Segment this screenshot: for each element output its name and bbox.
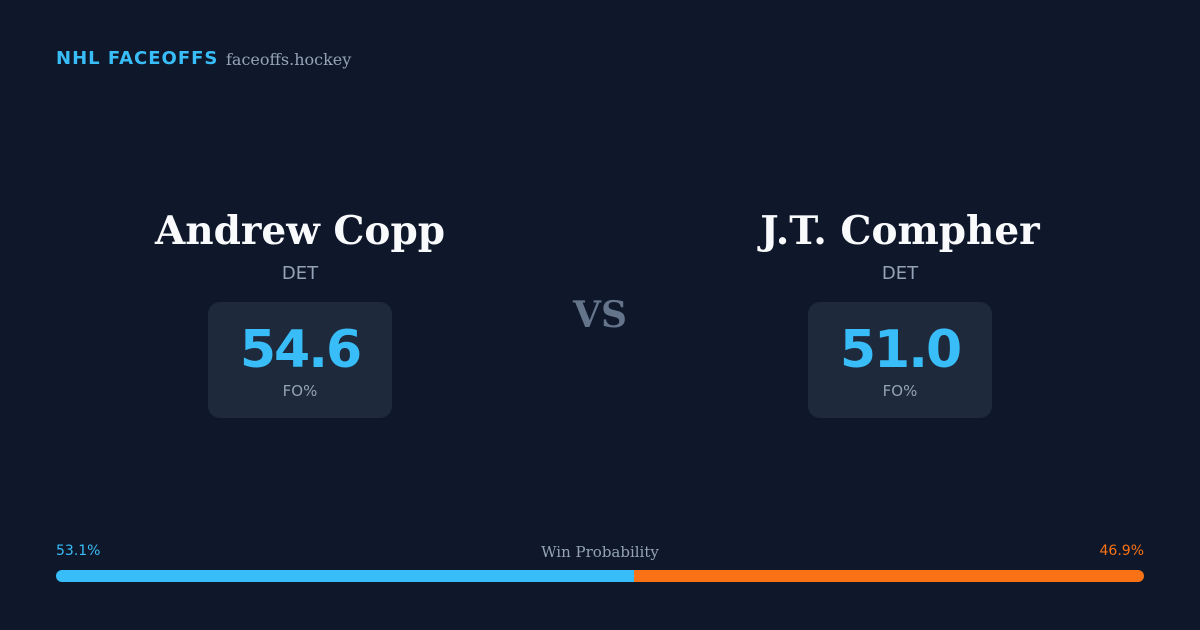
win-prob-bar: [56, 570, 1144, 582]
team: DET: [881, 263, 919, 284]
fo-label: FO%: [882, 382, 918, 400]
brand: NHL FACEOFFS: [56, 48, 219, 69]
player-name: J.T. Compher: [760, 208, 1040, 254]
stat-box: 51.0 FO%: [807, 302, 993, 418]
win-prob-left: 53.1%: [56, 543, 101, 559]
player: J.T. Compher DET 51.0 FO%: [600, 205, 1200, 418]
player: Andrew Copp DET 54.6 FO%: [0, 205, 600, 418]
vs: VS: [573, 294, 627, 336]
fo-value: 51.0: [839, 320, 962, 380]
fo-label: FO%: [282, 382, 318, 400]
win-prob-label: Win Probability: [541, 543, 659, 561]
stat-box: 54.6 FO%: [207, 302, 393, 418]
team: DET: [281, 263, 319, 284]
fo-value: 54.6: [239, 320, 362, 380]
player-name: Andrew Copp: [155, 208, 445, 254]
site: faceoffs.hockey: [226, 50, 352, 69]
win-prob-segment: [633, 570, 1144, 582]
win-prob-right: 46.9%: [1099, 543, 1144, 559]
win-prob-segment: [56, 570, 634, 582]
